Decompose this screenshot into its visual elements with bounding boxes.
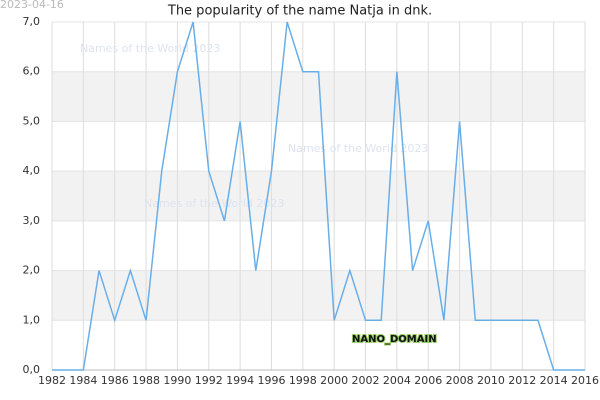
watermark: Names of the World 2023	[288, 142, 428, 155]
y-tick-label: 3,0	[23, 214, 41, 227]
y-tick-label: 7,0	[23, 15, 41, 28]
domain-label: NANO_DOMAIN	[352, 334, 437, 345]
grid-band	[52, 171, 585, 221]
chart-title: The popularity of the name Natja in dnk.	[167, 4, 432, 19]
x-tick-label: 1998	[289, 374, 317, 387]
x-tick-label: 1982	[38, 374, 66, 387]
x-tick-label: 1990	[163, 374, 191, 387]
x-tick-label: 2008	[446, 374, 474, 387]
x-tick-label: 1984	[69, 374, 97, 387]
x-tick-label: 1992	[195, 374, 223, 387]
x-tick-label: 1996	[257, 374, 285, 387]
y-tick-label: 5,0	[23, 114, 41, 127]
grid-band	[52, 270, 585, 321]
watermark: Names of the World 2023	[144, 197, 284, 210]
data-line	[52, 21, 585, 371]
x-tick-label: 1994	[226, 374, 254, 387]
y-tick-label: 0,0	[23, 363, 41, 376]
x-tick-label: 2012	[508, 374, 536, 387]
y-tick-label: 4,0	[23, 164, 41, 177]
x-tick-label: 2006	[414, 374, 442, 387]
x-tick-label: 2002	[352, 374, 380, 387]
x-tick-label: 2014	[540, 374, 568, 387]
x-tick-label: 2010	[477, 374, 505, 387]
y-tick-label: 1,0	[23, 313, 41, 326]
x-tick-label: 2016	[571, 374, 599, 387]
watermark: Names of the World 2023	[80, 42, 220, 55]
y-tick-label: 2,0	[23, 264, 41, 277]
x-tick-label: 1986	[101, 374, 129, 387]
date-stamp: 2023-04-16	[0, 0, 64, 11]
x-tick-label: 1988	[132, 374, 160, 387]
x-tick-label: 2000	[320, 374, 348, 387]
x-tick-label: 2004	[383, 374, 411, 387]
y-tick-label: 6,0	[23, 65, 41, 78]
